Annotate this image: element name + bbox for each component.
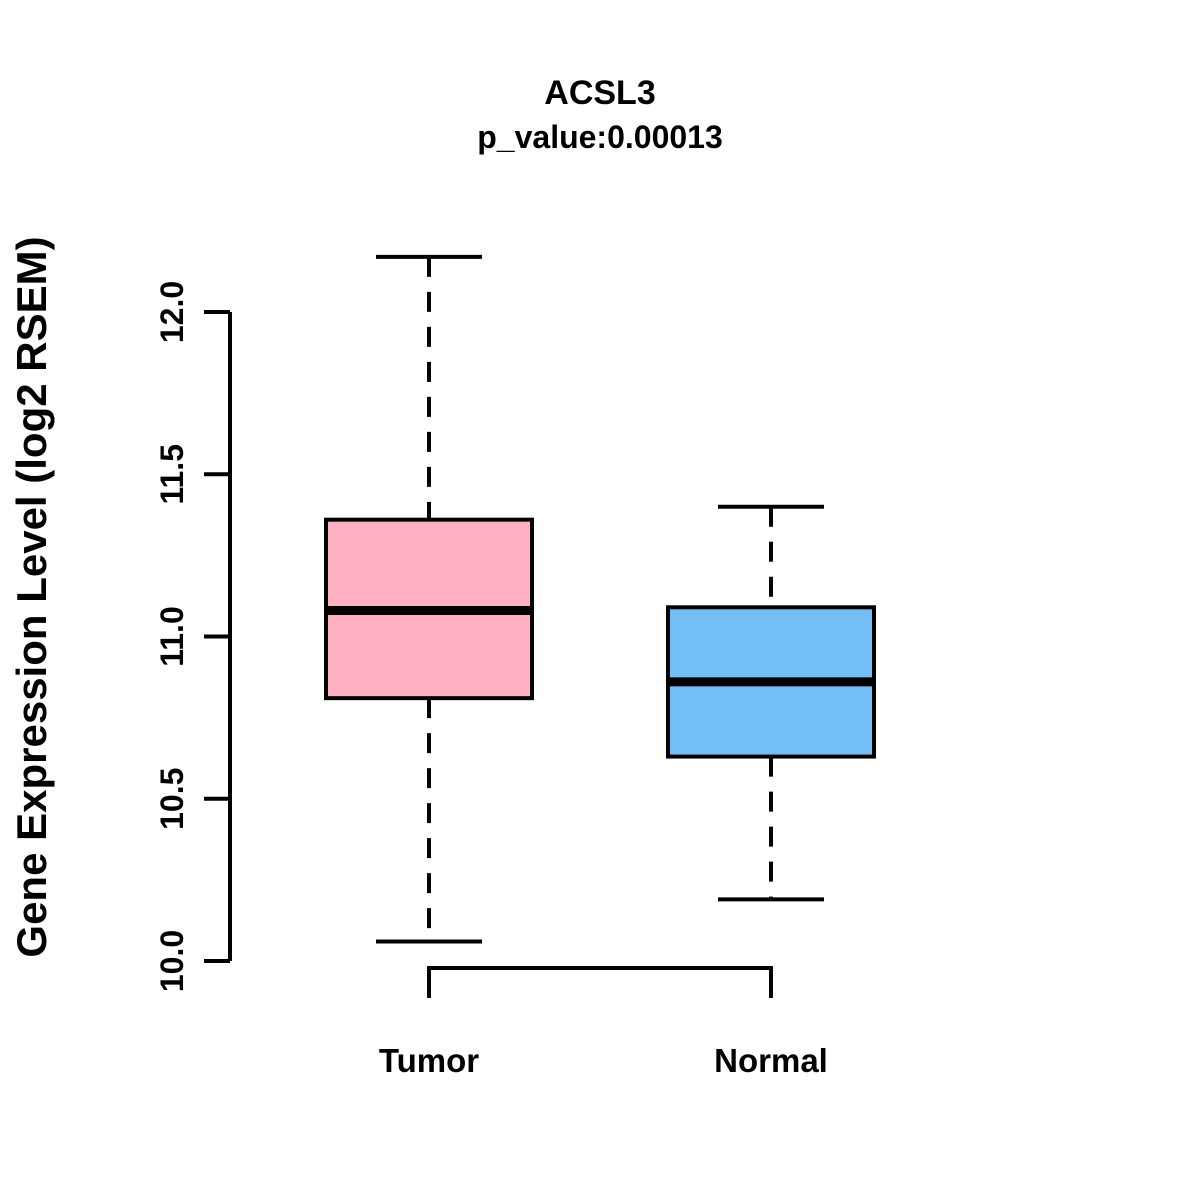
x-axis-bracket xyxy=(427,966,773,998)
y-tick-label-10.5: 10.5 xyxy=(154,768,190,830)
x-group-label-tumor: Tumor xyxy=(379,1042,479,1079)
y-tick-label-12.0: 12.0 xyxy=(154,281,190,343)
y-tick-label-10.0: 10.0 xyxy=(154,930,190,992)
chart-subtitle: p_value:0.00013 xyxy=(477,119,723,155)
chart-title: ACSL3 xyxy=(544,74,656,112)
y-tick-label-11.0: 11.0 xyxy=(154,606,190,667)
x-group-label-normal: Normal xyxy=(714,1042,828,1079)
y-tick-label-11.5: 11.5 xyxy=(154,444,190,505)
